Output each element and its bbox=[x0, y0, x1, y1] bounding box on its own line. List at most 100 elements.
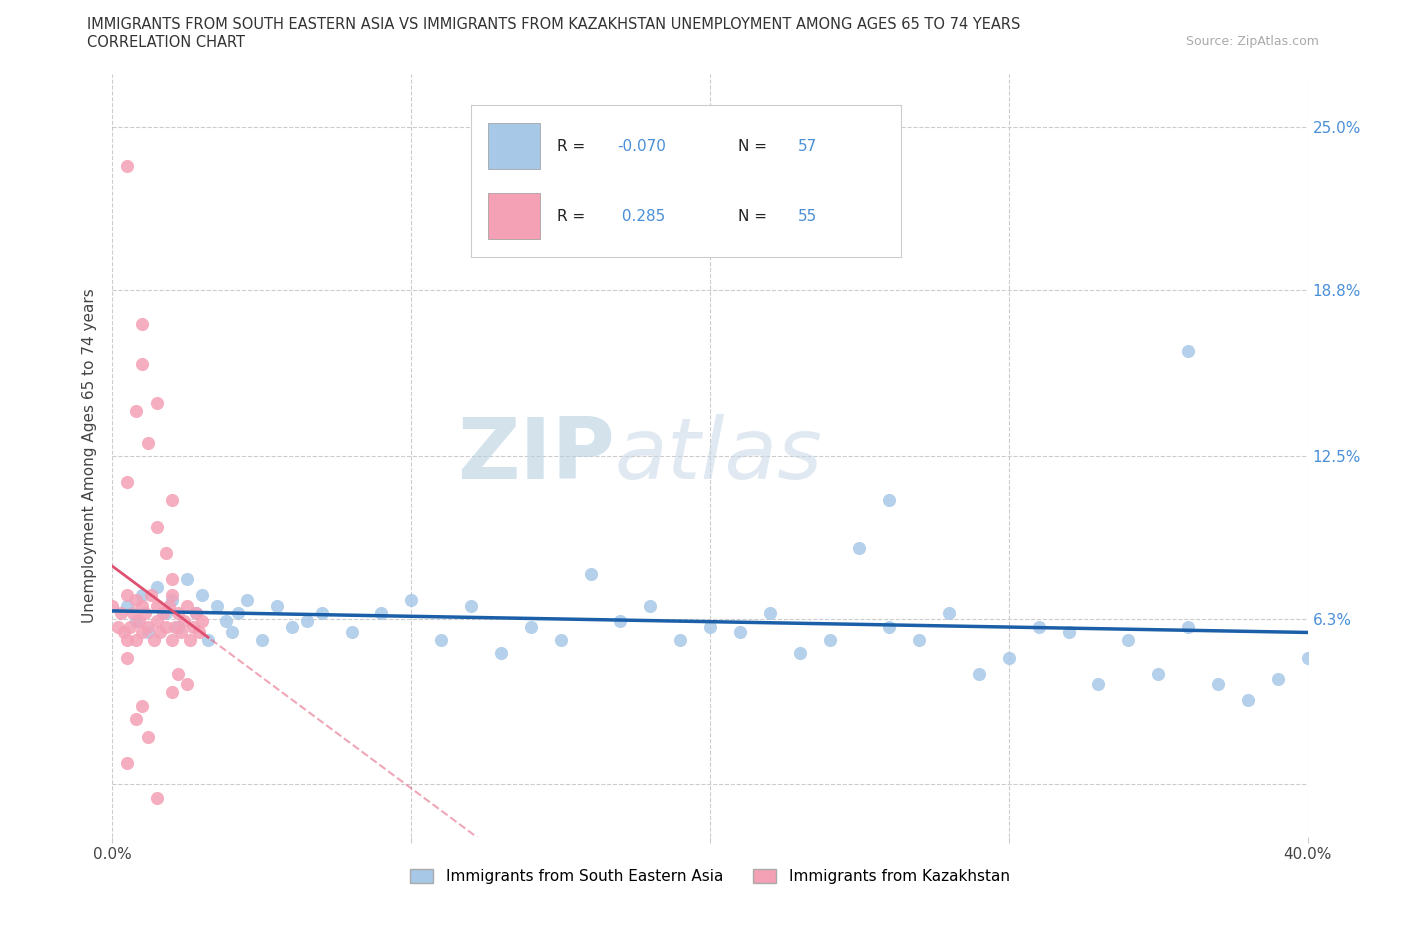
Point bbox=[1118, 632, 1140, 647]
Point bbox=[250, 632, 273, 647]
Point bbox=[157, 598, 180, 613]
Text: atlas: atlas bbox=[614, 414, 823, 498]
Point bbox=[1267, 671, 1289, 686]
Point bbox=[221, 624, 243, 639]
Point bbox=[1237, 693, 1260, 708]
Point bbox=[173, 614, 195, 629]
Point bbox=[146, 579, 169, 594]
Point bbox=[146, 395, 169, 410]
Point bbox=[117, 756, 139, 771]
Point bbox=[879, 493, 901, 508]
Point bbox=[131, 588, 153, 603]
Point bbox=[430, 632, 453, 647]
Text: IMMIGRANTS FROM SOUTH EASTERN ASIA VS IMMIGRANTS FROM KAZAKHSTAN UNEMPLOYMENT AM: IMMIGRANTS FROM SOUTH EASTERN ASIA VS IM… bbox=[87, 17, 1021, 32]
Point bbox=[131, 698, 153, 713]
Point bbox=[818, 632, 841, 647]
Point bbox=[181, 619, 204, 634]
Point bbox=[107, 619, 129, 634]
Point bbox=[138, 624, 160, 639]
Point bbox=[1028, 619, 1050, 634]
Point bbox=[226, 606, 249, 621]
Point bbox=[759, 606, 782, 621]
Point bbox=[236, 593, 259, 608]
Point bbox=[162, 632, 183, 647]
Point bbox=[191, 588, 214, 603]
Point bbox=[170, 624, 193, 639]
Point bbox=[967, 667, 990, 682]
Point bbox=[117, 159, 139, 174]
Legend: Immigrants from South Eastern Asia, Immigrants from Kazakhstan: Immigrants from South Eastern Asia, Immi… bbox=[405, 863, 1015, 890]
Point bbox=[117, 598, 139, 613]
Point bbox=[186, 606, 208, 621]
Point bbox=[125, 614, 148, 629]
Point bbox=[1206, 677, 1229, 692]
Point bbox=[1296, 651, 1319, 666]
Point bbox=[162, 684, 183, 699]
Point bbox=[117, 632, 139, 647]
Point bbox=[131, 624, 153, 639]
Point bbox=[120, 619, 142, 634]
Point bbox=[188, 624, 211, 639]
Point bbox=[141, 588, 163, 603]
Point bbox=[179, 632, 201, 647]
Point bbox=[699, 619, 721, 634]
Y-axis label: Unemployment Among Ages 65 to 74 years: Unemployment Among Ages 65 to 74 years bbox=[82, 288, 97, 623]
Point bbox=[340, 624, 363, 639]
Point bbox=[370, 606, 392, 621]
Point bbox=[311, 606, 333, 621]
Point bbox=[215, 614, 238, 629]
Point bbox=[460, 598, 482, 613]
Point bbox=[669, 632, 692, 647]
Point bbox=[131, 317, 153, 332]
Point bbox=[728, 624, 751, 639]
Point bbox=[117, 588, 139, 603]
Point bbox=[205, 598, 228, 613]
Point bbox=[998, 651, 1021, 666]
Point bbox=[155, 619, 177, 634]
Point bbox=[146, 614, 169, 629]
Point bbox=[162, 588, 183, 603]
Point bbox=[197, 632, 219, 647]
Point bbox=[146, 790, 169, 805]
Text: CORRELATION CHART: CORRELATION CHART bbox=[87, 35, 245, 50]
Point bbox=[162, 572, 183, 587]
Point bbox=[1147, 667, 1170, 682]
Text: ZIP: ZIP bbox=[457, 414, 614, 498]
Point bbox=[167, 619, 190, 634]
Point bbox=[146, 598, 169, 613]
Point bbox=[176, 598, 198, 613]
Point bbox=[165, 619, 187, 634]
Point bbox=[789, 645, 811, 660]
Point bbox=[114, 624, 135, 639]
Point bbox=[101, 598, 124, 613]
Point bbox=[152, 606, 174, 621]
Point bbox=[579, 566, 602, 581]
Point bbox=[176, 572, 198, 587]
Point bbox=[131, 356, 153, 371]
Point bbox=[1177, 343, 1199, 358]
Point bbox=[879, 619, 901, 634]
Point bbox=[1177, 619, 1199, 634]
Point bbox=[908, 632, 931, 647]
Point bbox=[117, 651, 139, 666]
Point bbox=[167, 606, 190, 621]
Point bbox=[128, 614, 150, 629]
Point bbox=[131, 598, 153, 613]
Point bbox=[125, 632, 148, 647]
Point bbox=[162, 493, 183, 508]
Point bbox=[281, 619, 304, 634]
Point bbox=[520, 619, 543, 634]
Point bbox=[167, 667, 190, 682]
Point bbox=[138, 435, 160, 450]
Point bbox=[125, 711, 148, 726]
Point bbox=[489, 645, 512, 660]
Point bbox=[155, 546, 177, 561]
Point bbox=[295, 614, 318, 629]
Point bbox=[138, 619, 160, 634]
Point bbox=[162, 593, 183, 608]
Point bbox=[191, 614, 214, 629]
Point bbox=[117, 474, 139, 489]
Point bbox=[186, 606, 208, 621]
Point bbox=[110, 606, 132, 621]
Point bbox=[266, 598, 288, 613]
